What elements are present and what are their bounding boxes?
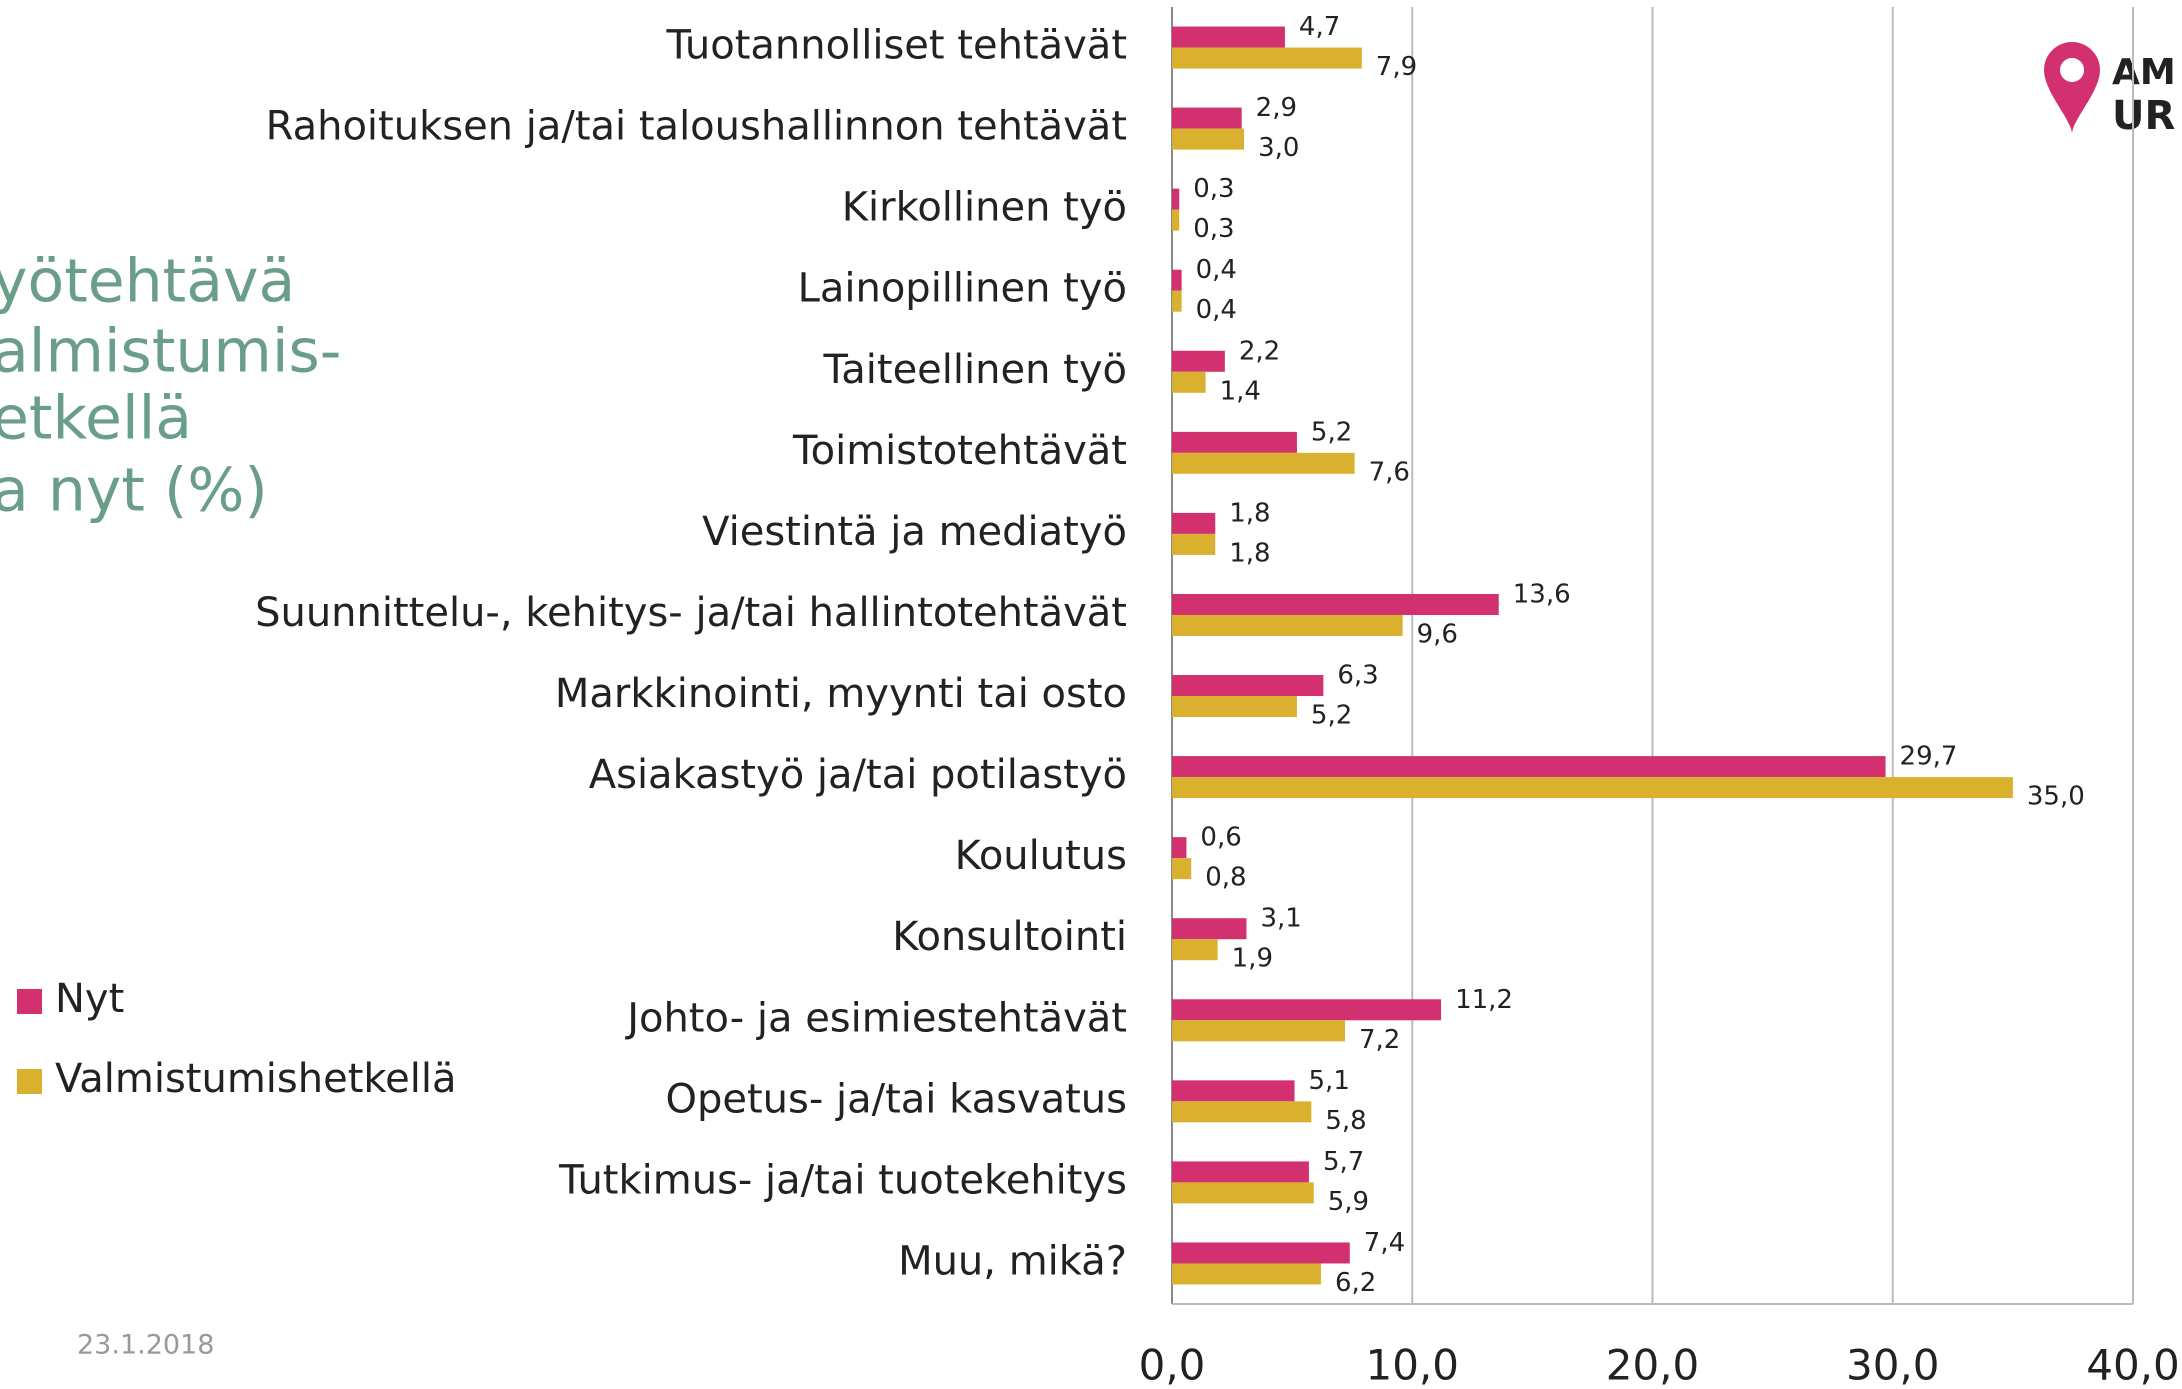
x-tick-label: 20,0 — [1606, 1341, 1700, 1389]
legend-swatch — [17, 1069, 42, 1094]
bar — [1172, 837, 1187, 859]
value-label: 0,4 — [1196, 295, 1237, 325]
y-tick-label: Opetus- ja/tai kasvatus — [665, 1076, 1127, 1122]
value-label: 5,7 — [1323, 1147, 1364, 1177]
value-label: 0,3 — [1193, 214, 1234, 244]
bar — [1172, 777, 2013, 799]
bar — [1172, 290, 1182, 312]
bar — [1172, 858, 1192, 880]
value-label: 1,8 — [1229, 498, 1270, 528]
value-label: 6,2 — [1335, 1268, 1376, 1298]
logo-text: UR — [2112, 93, 2175, 139]
bar — [1172, 1020, 1345, 1042]
value-label: 4,7 — [1299, 12, 1340, 42]
bar — [1172, 1263, 1321, 1285]
y-tick-label: Taiteellinen työ — [822, 347, 1127, 393]
value-label: 0,4 — [1196, 255, 1237, 285]
bar — [1172, 188, 1180, 210]
bar — [1172, 1080, 1295, 1102]
bar — [1172, 593, 1499, 615]
y-tick-label: Tuotannolliset tehtävät — [666, 23, 1127, 69]
value-label: 0,6 — [1200, 823, 1241, 853]
chart-title: etkellä — [0, 384, 192, 454]
value-label: 9,6 — [1417, 619, 1458, 649]
bar — [1172, 614, 1403, 636]
bar — [1172, 1161, 1309, 1183]
value-label: 3,1 — [1260, 904, 1301, 934]
value-label: 5,8 — [1325, 1106, 1366, 1136]
value-label: 0,8 — [1205, 863, 1246, 893]
bar — [1172, 209, 1180, 231]
value-label: 7,4 — [1364, 1228, 1405, 1258]
bar — [1172, 533, 1216, 555]
bar — [1172, 696, 1297, 718]
y-tick-label: Suunnittelu-, kehitys- ja/tai hallintote… — [255, 590, 1127, 636]
bar — [1172, 26, 1285, 48]
logo-pin — [2044, 42, 2100, 134]
value-label: 5,2 — [1311, 417, 1352, 447]
bar — [1172, 918, 1247, 940]
bar — [1172, 512, 1216, 534]
bar — [1172, 939, 1218, 961]
value-label: 3,0 — [1258, 133, 1299, 163]
bar — [1172, 675, 1324, 697]
x-tick-label: 0,0 — [1139, 1341, 1206, 1389]
bar — [1172, 1182, 1314, 1204]
value-label: 1,9 — [1232, 944, 1273, 974]
bar — [1172, 47, 1362, 69]
bar — [1172, 431, 1297, 453]
value-label: 1,8 — [1229, 538, 1270, 568]
value-label: 1,4 — [1220, 376, 1261, 406]
x-tick-label: 30,0 — [1846, 1341, 1940, 1389]
legend-label: Valmistumishetkellä — [55, 1056, 456, 1102]
y-tick-label: Markkinointi, myynti tai osto — [555, 671, 1127, 717]
value-label: 5,2 — [1311, 701, 1352, 731]
value-label: 13,6 — [1513, 579, 1571, 609]
bar — [1172, 756, 1886, 778]
y-tick-label: Rahoituksen ja/tai taloushallinnon tehtä… — [266, 104, 1127, 150]
y-tick-label: Asiakastyö ja/tai potilastyö — [589, 752, 1127, 798]
y-tick-label: Johto- ja esimiestehtävät — [624, 995, 1127, 1041]
value-label: 5,9 — [1328, 1187, 1369, 1217]
date: 23.1.2018 — [77, 1330, 214, 1361]
value-label: 0,3 — [1193, 174, 1234, 204]
value-label: 7,9 — [1376, 52, 1417, 82]
chart-title: almistumis- — [0, 317, 341, 387]
x-tick-label: 40,0 — [2086, 1341, 2180, 1389]
bar — [1172, 452, 1355, 474]
bar — [1172, 999, 1442, 1021]
bar — [1172, 371, 1206, 393]
logo-text: AM — [2112, 52, 2176, 93]
y-tick-label: Lainopillinen työ — [798, 266, 1127, 312]
value-label: 11,2 — [1455, 985, 1513, 1015]
bar — [1172, 1242, 1350, 1264]
legend-label: Nyt — [55, 976, 124, 1022]
bar — [1172, 107, 1242, 129]
value-label: 6,3 — [1337, 661, 1378, 691]
chart-title: a nyt (%) — [0, 456, 268, 526]
y-tick-label: Toimistotehtävät — [792, 428, 1127, 474]
y-tick-label: Muu, mikä? — [898, 1238, 1127, 1284]
value-label: 5,1 — [1309, 1066, 1350, 1096]
value-label: 2,9 — [1256, 93, 1297, 123]
bar — [1172, 269, 1182, 291]
x-tick-label: 10,0 — [1365, 1341, 1459, 1389]
bar — [1172, 1101, 1312, 1123]
value-label: 7,2 — [1359, 1025, 1400, 1055]
legend-swatch — [17, 989, 42, 1014]
bar — [1172, 128, 1245, 150]
y-tick-label: Tutkimus- ja/tai tuotekehitys — [558, 1157, 1127, 1203]
y-tick-label: Konsultointi — [892, 914, 1127, 960]
y-tick-label: Viestintä ja mediatyö — [702, 509, 1127, 555]
y-tick-label: Kirkollinen työ — [842, 185, 1127, 231]
chart-title: yötehtävä — [0, 247, 295, 317]
bar — [1172, 350, 1225, 372]
value-label: 7,6 — [1369, 457, 1410, 487]
y-tick-label: Koulutus — [955, 833, 1127, 879]
value-label: 29,7 — [1900, 742, 1958, 772]
value-label: 2,2 — [1239, 336, 1280, 366]
value-label: 35,0 — [2027, 782, 2085, 812]
